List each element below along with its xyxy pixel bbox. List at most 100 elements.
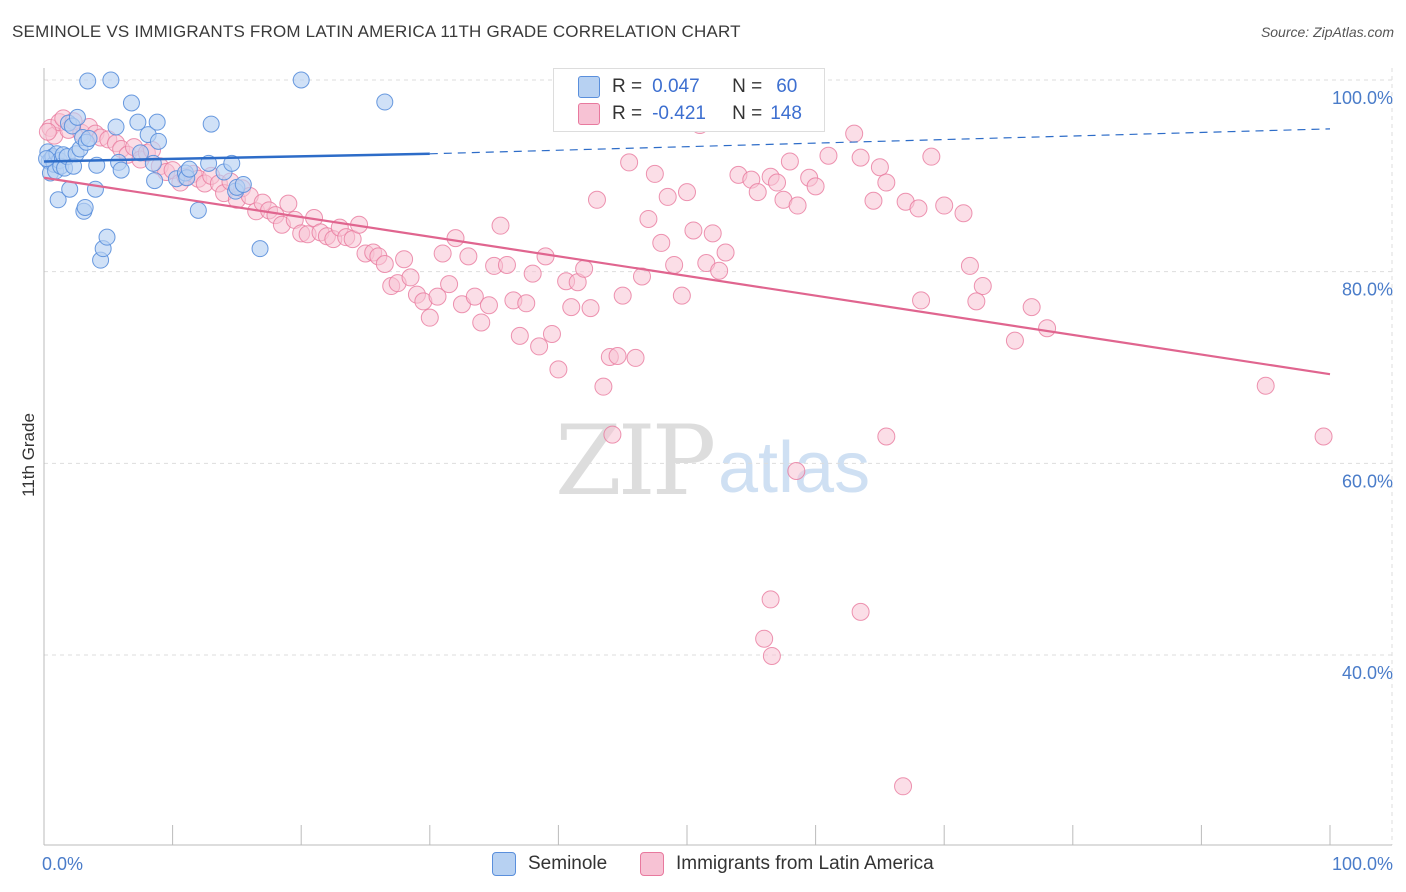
y-tick-label: 80.0% [1342, 280, 1393, 300]
seminole-trend-extension [429, 128, 1331, 155]
y-tick-label: 60.0% [1342, 471, 1393, 491]
latin-point [375, 255, 394, 273]
series-legend-latin[interactable]: Immigrants from Latin America [640, 852, 934, 876]
correlation-legend: R = 0.047 N = 60 R = -0.421 N = 148 [553, 68, 825, 132]
seminole-point [223, 154, 241, 172]
legend-row-seminole: R = 0.047 N = 60 [578, 74, 797, 100]
latin-point [845, 124, 864, 143]
latin-point [587, 190, 606, 209]
latin-point [909, 199, 928, 218]
seminole-point [49, 191, 67, 209]
seminole-trend-line [43, 152, 430, 163]
y-tick-label: 100.0% [1332, 88, 1393, 108]
seminole-point [98, 228, 116, 246]
latin-point [632, 267, 651, 286]
latin-point [819, 146, 838, 165]
latin-point [446, 229, 465, 248]
seminole-point [180, 160, 198, 178]
latin-point [581, 299, 600, 318]
seminole-point [251, 240, 269, 258]
latin-trend-line [43, 176, 1331, 376]
latin-point [620, 153, 639, 172]
latin-point [517, 294, 536, 313]
seminole-point [76, 198, 94, 216]
latin-point [658, 187, 677, 206]
latin-point [806, 177, 825, 196]
series-latin-points [38, 109, 1333, 796]
seminole-point [79, 72, 97, 90]
latin-point [1022, 298, 1041, 317]
seminole-point [107, 118, 125, 136]
legend-n-value-latin: 148 [770, 103, 802, 124]
seminole-point [234, 175, 252, 193]
latin-point [279, 194, 298, 213]
seminole-point [102, 71, 120, 89]
axes [43, 68, 1392, 846]
latin-point [428, 287, 447, 306]
legend-r-value-latin: -0.421 [652, 103, 706, 124]
latin-point [395, 250, 414, 269]
latin-point [594, 377, 613, 396]
latin-point [960, 256, 979, 275]
y-tick-label: 40.0% [1342, 663, 1393, 683]
latin-point [465, 287, 484, 306]
axis-labels: 100.0% 80.0% 60.0% 40.0% 0.0% 100.0% 11th Grad… [19, 88, 1393, 874]
latin-point [864, 191, 883, 210]
latin-point [530, 337, 549, 356]
latin-point [870, 158, 889, 177]
latin-point [38, 122, 57, 141]
seminole-point [376, 93, 394, 111]
seminole-point [202, 115, 220, 133]
legend-n-label: N = [732, 103, 763, 124]
series-legend-seminole[interactable]: Seminole [492, 852, 607, 876]
latin-point [401, 268, 420, 287]
legend-r-label: R = [612, 103, 643, 124]
latin-point [954, 204, 973, 223]
x-tick-label-max: 100.0% [1332, 854, 1393, 874]
latin-point [459, 247, 478, 266]
latin-point [710, 261, 729, 280]
latin-point [608, 347, 627, 365]
legend-n-label: N = [732, 76, 763, 97]
legend-swatch-latin [578, 103, 600, 125]
legend-row-latin: R = -0.421 N = 148 [578, 101, 802, 127]
series-legend: Seminole Immigrants from Latin America [0, 852, 1406, 878]
seminole-point [292, 71, 310, 89]
series-legend-swatch-latin [640, 852, 664, 876]
latin-point [912, 291, 931, 310]
latin-point [1038, 319, 1057, 338]
series-legend-label-latin: Immigrants from Latin America [676, 853, 934, 874]
seminole-point [38, 150, 56, 168]
chart-source: Source: ZipAtlas.com [1260, 24, 1394, 40]
latin-point [626, 348, 645, 367]
chart-title: SEMINOLE VS IMMIGRANTS FROM LATIN AMERIC… [12, 22, 741, 41]
seminole-point [61, 180, 79, 198]
seminole-point [149, 132, 167, 150]
latin-point [755, 629, 774, 648]
seminole-point [112, 161, 130, 179]
series-seminole-points [38, 71, 394, 269]
latin-point [1005, 331, 1024, 350]
seminole-point [122, 94, 140, 112]
latin-point [672, 286, 691, 305]
latin-point [440, 275, 459, 294]
latin-point [510, 326, 529, 345]
latin-point [762, 646, 781, 665]
latin-point [420, 308, 439, 327]
latin-point [491, 216, 510, 235]
trend-lines [43, 128, 1331, 376]
seminole-point [80, 129, 98, 147]
latin-point [562, 298, 581, 317]
y-axis-label: 11th Grade [19, 413, 38, 497]
latin-point [639, 209, 658, 228]
latin-point [575, 259, 594, 278]
latin-point [678, 183, 696, 202]
seminole-point [131, 144, 149, 162]
latin-point [748, 183, 767, 202]
seminole-point [129, 113, 147, 131]
legend-r-value-seminole: 0.047 [652, 76, 700, 97]
latin-point [787, 462, 806, 480]
latin-point [967, 292, 986, 311]
latin-point [433, 244, 452, 263]
latin-point [665, 255, 684, 274]
